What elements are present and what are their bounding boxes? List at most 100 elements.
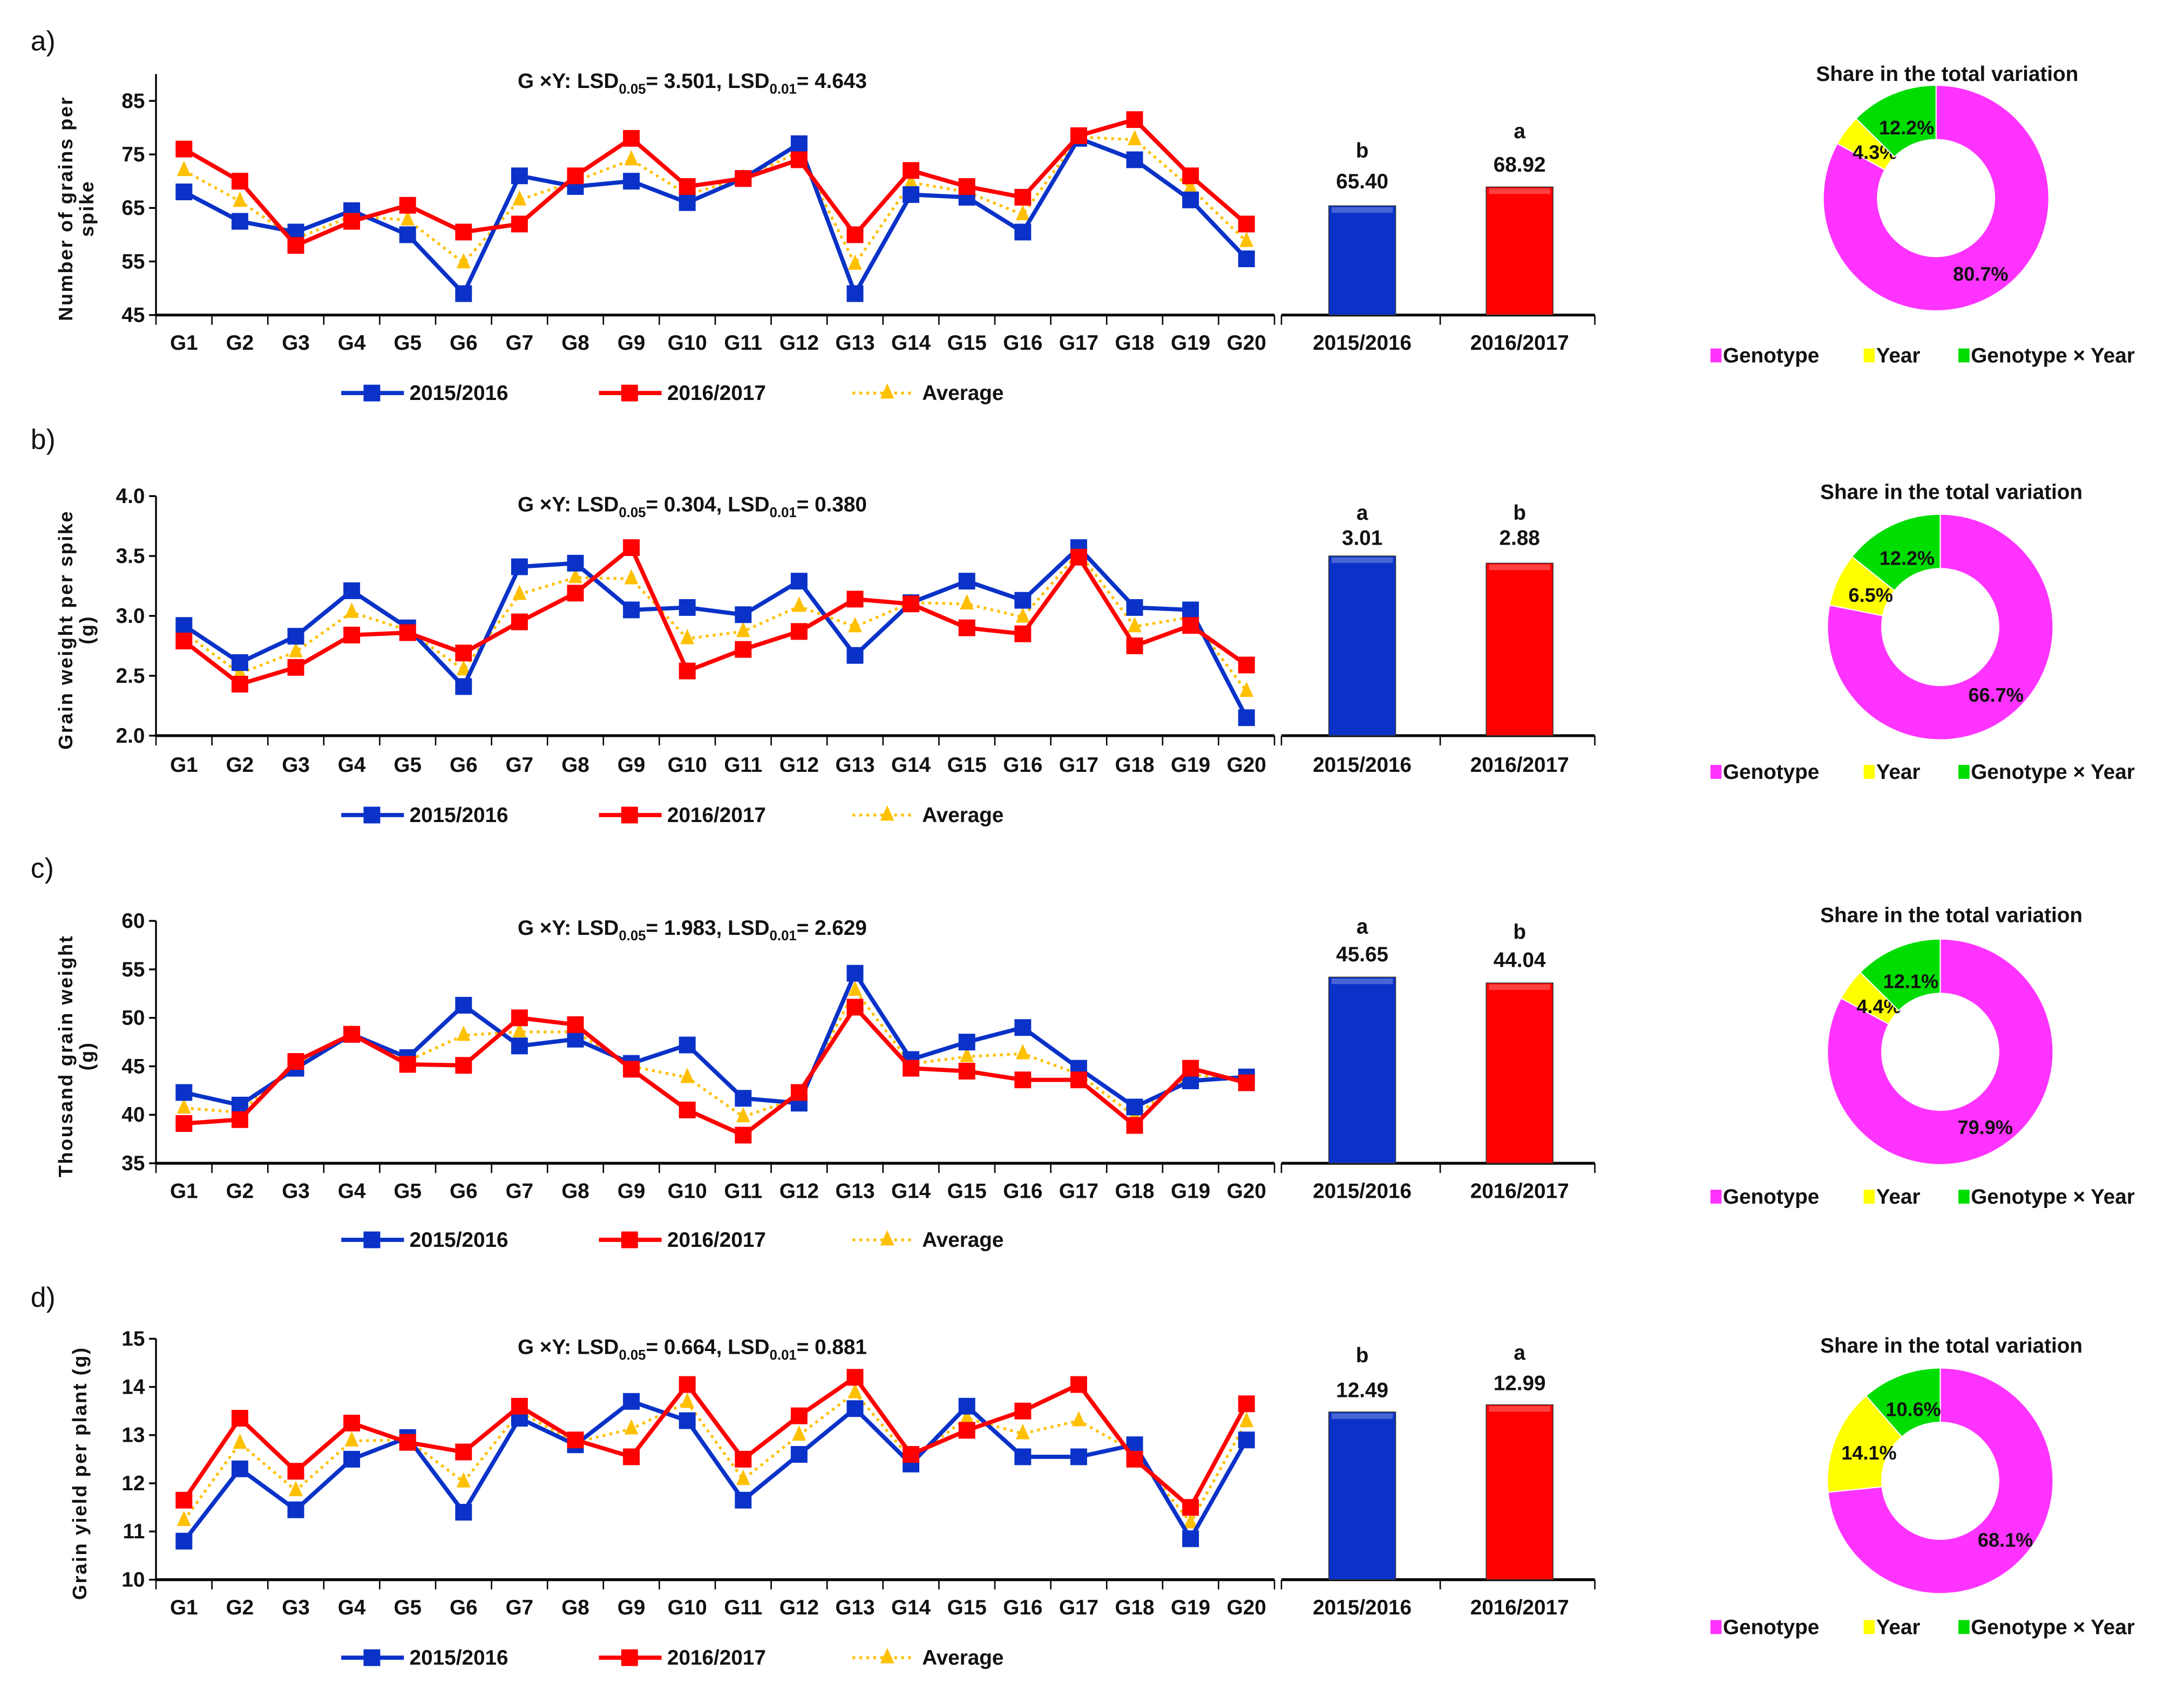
- y-tick-label: 12: [121, 1472, 145, 1495]
- square-marker: [1238, 1431, 1255, 1449]
- square-marker: [455, 996, 472, 1014]
- x-tick-label: G8: [561, 1596, 589, 1619]
- square-marker: [1014, 592, 1032, 609]
- legend-item: 2015/2016: [341, 1229, 508, 1252]
- series-2016-2017: [175, 999, 1255, 1144]
- square-marker: [958, 1422, 975, 1439]
- square-marker: [1126, 1117, 1143, 1134]
- legend-item: 2015/2016: [341, 804, 508, 827]
- x-tick-label: G6: [450, 1596, 478, 1619]
- square-marker: [399, 1434, 416, 1451]
- x-tick-label: G16: [1003, 1180, 1042, 1203]
- average-triangle-marker: [848, 616, 862, 633]
- legend-square-icon: [363, 1231, 381, 1248]
- pie-legend-swatch-icon: [1710, 765, 1722, 779]
- series-line: [184, 1003, 1247, 1138]
- donut-percent-label: 68.1%: [1978, 1529, 2033, 1551]
- square-marker: [1070, 1376, 1087, 1393]
- legend-square-icon: [621, 1231, 638, 1248]
- series-2016-2017: [175, 1369, 1255, 1516]
- legend-label: 2016/2017: [667, 804, 766, 827]
- pie-legend-label: Year: [1876, 761, 1921, 784]
- bar-highlight: [1489, 564, 1550, 571]
- panel-label: d): [31, 1281, 56, 1313]
- x-tick-label: G18: [1115, 754, 1154, 777]
- x-tick-label: G3: [282, 331, 310, 355]
- square-marker: [1182, 1530, 1199, 1548]
- square-marker: [1070, 1071, 1087, 1089]
- square-marker: [1014, 1019, 1032, 1036]
- square-marker: [846, 647, 864, 664]
- x-tick-label: G13: [835, 331, 874, 355]
- lsd05-subscript: 0.05: [619, 82, 646, 97]
- y-axis-label-line: Grain yield per plant (g): [69, 1346, 91, 1600]
- x-tick-label: G12: [779, 1596, 819, 1619]
- y-tick-label: 11: [123, 1520, 145, 1543]
- legend-triangle-icon: [880, 383, 894, 399]
- square-marker: [231, 1096, 248, 1114]
- square-marker: [175, 1491, 193, 1509]
- square-marker: [735, 1126, 752, 1144]
- lsd01-value: = 0.881: [797, 1336, 867, 1359]
- square-marker: [623, 601, 640, 619]
- x-tick-label: G15: [947, 1180, 987, 1203]
- square-marker: [455, 1504, 472, 1521]
- x-tick-label: G13: [835, 1180, 874, 1203]
- x-tick-label: G6: [450, 331, 478, 355]
- legend-square-icon: [621, 1649, 638, 1666]
- y-tick-label: 45: [121, 304, 145, 327]
- legend-item: 2016/2017: [599, 382, 766, 405]
- square-marker: [1238, 215, 1255, 233]
- square-marker: [455, 644, 472, 662]
- square-marker: [846, 965, 864, 982]
- y-tick-label: 35: [121, 1152, 145, 1175]
- square-marker: [790, 1407, 808, 1424]
- lsd01-value: = 2.629: [797, 917, 867, 940]
- x-tick-label: G15: [947, 754, 987, 777]
- bar-category-label: 2016/2017: [1470, 1596, 1569, 1619]
- average-triangle-marker: [1015, 1424, 1030, 1440]
- square-marker: [735, 606, 752, 623]
- y-tick-label: 14: [121, 1375, 145, 1399]
- x-tick-label: G7: [506, 1596, 534, 1619]
- average-triangle-marker: [1239, 1411, 1254, 1428]
- series-2016-2017: [175, 111, 1255, 254]
- average-triangle-marker: [1239, 681, 1254, 697]
- average-triangle-marker: [848, 980, 862, 996]
- square-marker: [1126, 1450, 1143, 1468]
- average-triangle-marker: [568, 567, 582, 583]
- lsd01-value: = 0.380: [797, 493, 867, 517]
- square-marker: [1014, 1071, 1032, 1089]
- square-marker: [175, 633, 193, 650]
- y-tick-label: 13: [121, 1424, 145, 1447]
- square-marker: [735, 1491, 752, 1509]
- legend-item: 2016/2017: [599, 804, 766, 827]
- average-triangle-marker: [512, 1022, 527, 1038]
- x-tick-label: G9: [618, 1180, 646, 1203]
- bar-highlight: [1331, 557, 1393, 563]
- square-marker: [790, 151, 808, 168]
- legend-square-icon: [363, 384, 381, 402]
- x-tick-label: G10: [668, 1180, 707, 1203]
- square-marker: [175, 1115, 193, 1132]
- x-tick-label: G10: [668, 331, 707, 355]
- average-line: [183, 135, 1248, 267]
- pie-title: Share in the total variation: [1816, 63, 2078, 86]
- x-tick-label: G19: [1171, 331, 1210, 355]
- panel-label: b): [31, 423, 56, 454]
- chart-title: G ×Y: LSD0.05= 0.664, LSD0.01= 0.881: [518, 1336, 867, 1363]
- square-marker: [846, 226, 864, 243]
- x-tick-label: G20: [1227, 754, 1266, 777]
- square-marker: [958, 1397, 975, 1415]
- square-marker: [1126, 599, 1143, 616]
- legend-item: Average: [852, 382, 1003, 405]
- legend-label: 2016/2017: [667, 1229, 766, 1252]
- x-tick-label: G8: [561, 1180, 589, 1203]
- square-marker: [1014, 625, 1032, 642]
- square-marker: [846, 1369, 864, 1386]
- bar: [1328, 205, 1396, 316]
- bar-highlight: [1331, 978, 1393, 985]
- square-marker: [1070, 127, 1087, 144]
- square-marker: [175, 617, 193, 634]
- bar-value-label: 12.49: [1336, 1379, 1388, 1402]
